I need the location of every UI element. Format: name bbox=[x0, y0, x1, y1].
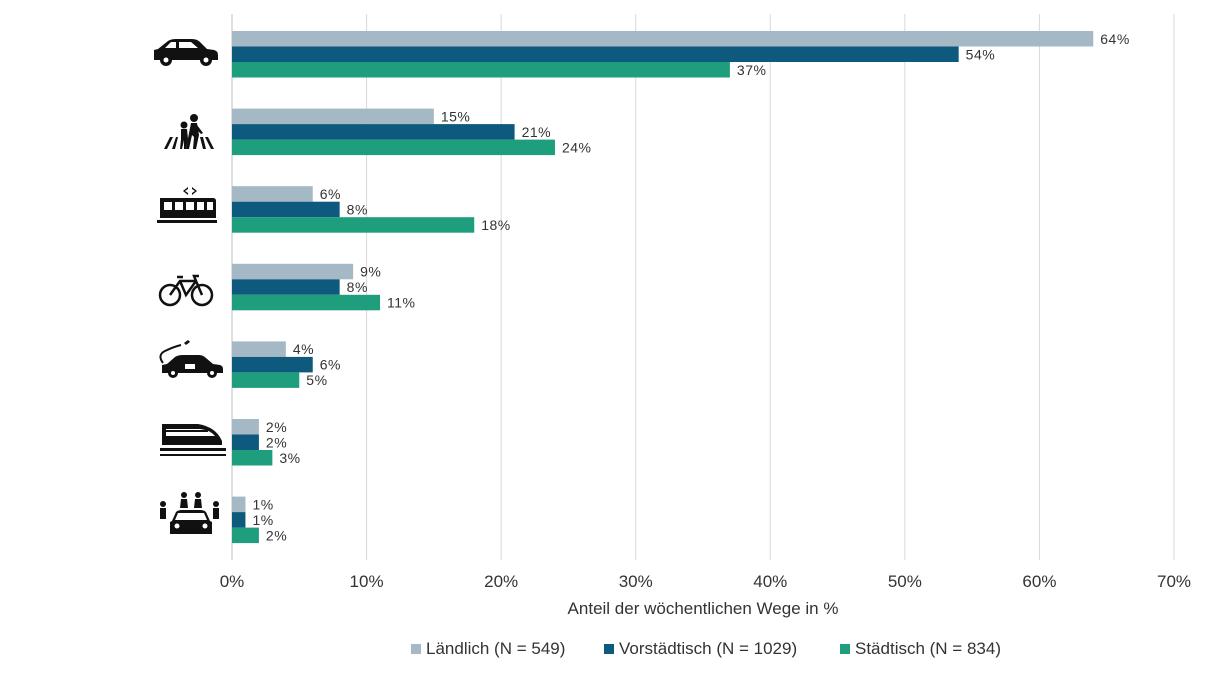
x-tick-label: 20% bbox=[484, 572, 518, 591]
data-label: 1% bbox=[252, 512, 273, 528]
x-tick-label: 10% bbox=[350, 572, 384, 591]
legend: Ländlich (N = 549) Vorstädtisch (N = 1029… bbox=[411, 639, 1001, 658]
bar bbox=[232, 496, 246, 513]
data-label: 1% bbox=[252, 496, 273, 512]
data-label: 18% bbox=[481, 217, 511, 233]
pedestrian-icon bbox=[164, 114, 214, 149]
legend-swatch bbox=[604, 644, 614, 654]
bar bbox=[232, 512, 246, 528]
x-tick-label: 50% bbox=[888, 572, 922, 591]
data-label: 21% bbox=[522, 124, 552, 140]
data-label: 11% bbox=[387, 295, 415, 311]
carpool-icon bbox=[160, 492, 219, 534]
data-label: 5% bbox=[306, 372, 327, 388]
data-label: 6% bbox=[320, 186, 341, 202]
bar bbox=[232, 419, 259, 435]
bar bbox=[232, 31, 1094, 47]
bar bbox=[232, 46, 959, 62]
data-label: 8% bbox=[347, 201, 368, 217]
train-icon bbox=[160, 424, 226, 456]
data-label: 37% bbox=[737, 62, 767, 78]
x-axis-title: Anteil der wöchentlichen Wege in % bbox=[568, 599, 839, 618]
data-labels: 64%54%37%15%21%24%6%8%18%9%8%11%4%6%5%2%… bbox=[252, 31, 1129, 544]
bar bbox=[232, 263, 354, 280]
legend-label: Städtisch (N = 834) bbox=[855, 639, 1001, 658]
data-label: 2% bbox=[266, 527, 287, 543]
data-label: 15% bbox=[441, 108, 471, 124]
bar bbox=[232, 108, 434, 125]
bar bbox=[232, 372, 300, 388]
legend-swatch bbox=[411, 644, 421, 654]
bars bbox=[232, 31, 1094, 544]
data-label: 54% bbox=[966, 46, 996, 62]
bar bbox=[232, 279, 340, 295]
data-label: 2% bbox=[266, 434, 287, 450]
x-tick-label: 70% bbox=[1157, 572, 1191, 591]
data-label: 9% bbox=[360, 264, 381, 280]
data-label: 3% bbox=[279, 450, 300, 466]
x-tick-label: 60% bbox=[1022, 572, 1056, 591]
bar bbox=[232, 62, 730, 78]
electric-car-icon bbox=[159, 340, 223, 378]
bar bbox=[232, 450, 273, 466]
bar bbox=[232, 139, 555, 156]
bar bbox=[232, 527, 259, 544]
bar bbox=[232, 434, 259, 450]
bar bbox=[232, 201, 340, 218]
bar bbox=[232, 217, 475, 233]
data-label: 64% bbox=[1100, 31, 1130, 47]
data-label: 8% bbox=[347, 279, 368, 295]
bar bbox=[232, 341, 286, 357]
legend-swatch bbox=[840, 644, 850, 654]
bicycle-icon bbox=[158, 274, 214, 307]
bar bbox=[232, 356, 313, 373]
x-tick-label: 40% bbox=[753, 572, 787, 591]
data-label: 24% bbox=[562, 139, 592, 155]
data-label: 2% bbox=[266, 419, 287, 435]
x-tick-labels: 0% 10% 20% 30% 40% 50% 60% 70% bbox=[220, 572, 1191, 591]
data-label: 6% bbox=[320, 357, 341, 373]
gridlines bbox=[231, 14, 1175, 560]
data-label: 4% bbox=[293, 341, 314, 357]
legend-label: Vorstädtisch (N = 1029) bbox=[619, 639, 797, 658]
x-tick-label: 0% bbox=[220, 572, 245, 591]
car-icon bbox=[154, 39, 218, 66]
bar bbox=[232, 294, 381, 311]
x-tick-label: 30% bbox=[619, 572, 653, 591]
tram-icon bbox=[157, 187, 217, 223]
bar bbox=[232, 124, 515, 140]
bar bbox=[232, 186, 313, 202]
legend-label: Ländlich (N = 549) bbox=[426, 639, 565, 658]
